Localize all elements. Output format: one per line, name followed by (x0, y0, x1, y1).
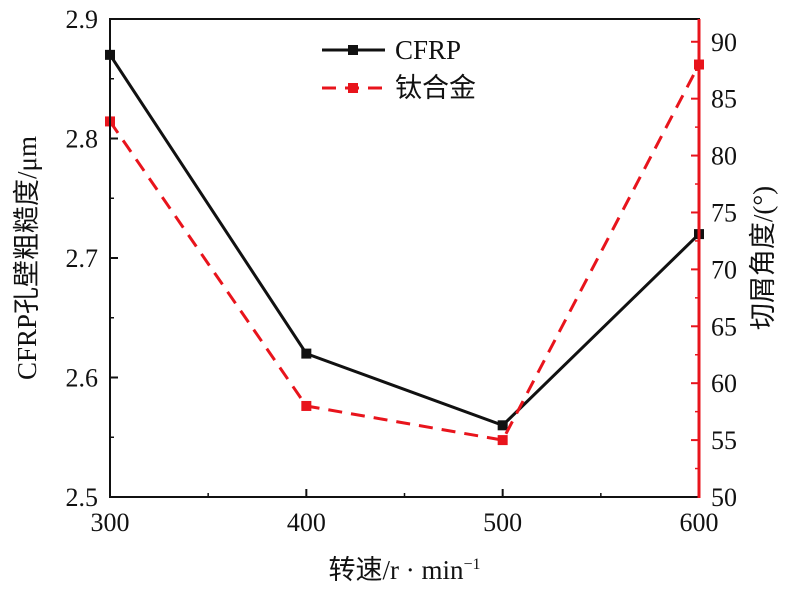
series-line-1 (108, 63, 701, 442)
legend-entry-titanium: 钛合金 (395, 73, 476, 103)
data-point (497, 420, 508, 431)
tick-labels: 300 400 500 600 2.5 2.6 2.7 2.8 2.9 50 55 60 65 70 75 8… (66, 5, 738, 537)
left-y-tick-label: 2.5 (66, 483, 99, 512)
left-y-tick-label: 2.6 (66, 364, 99, 393)
right-y-tick-label: 70 (711, 255, 737, 284)
series-line-0 (108, 54, 701, 428)
right-y-tick-label: 55 (711, 426, 737, 455)
left-y-tick-label: 2.9 (66, 5, 99, 34)
data-point (301, 348, 312, 359)
x-tick-label: 300 (91, 508, 130, 537)
right-y-tick-label: 75 (711, 198, 737, 227)
right-y-tick-label: 65 (711, 312, 737, 341)
x-tick-label: 400 (287, 508, 326, 537)
right-y-tick-label: 90 (711, 28, 737, 57)
left-y-axis-label: CFRP孔壁粗糙度/μm (12, 136, 42, 380)
right-y-axis-label: 切屑角度/(°) (748, 186, 778, 330)
legend-entry-cfrp: CFRP (395, 35, 461, 65)
x-tick-label: 600 (680, 508, 719, 537)
right-y-tick-label: 50 (711, 483, 737, 512)
legend-marker-titanium (348, 83, 358, 93)
legend: CFRP 钛合金 (322, 35, 476, 103)
left-y-tick-label: 2.7 (66, 244, 99, 273)
x-axis-label: 转速/r · min−1 (328, 555, 480, 585)
data-point (497, 435, 508, 446)
right-y-tick-label: 80 (711, 142, 737, 171)
right-y-tick-label: 60 (711, 369, 737, 398)
x-tick-label: 500 (483, 508, 522, 537)
series-layer (105, 49, 704, 446)
legend-marker-cfrp (348, 45, 358, 55)
left-y-tick-label: 2.8 (66, 125, 99, 154)
right-y-tick-label: 85 (711, 85, 737, 114)
data-point (301, 400, 312, 411)
